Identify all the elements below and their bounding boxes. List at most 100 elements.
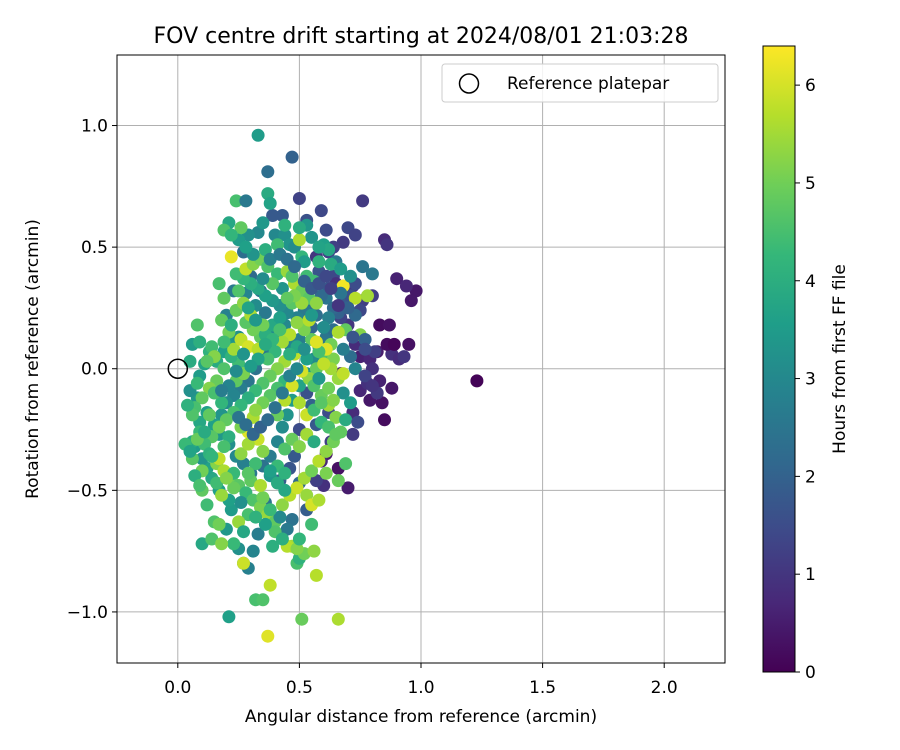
data-point xyxy=(312,493,326,507)
data-point xyxy=(312,255,326,269)
data-point xyxy=(261,352,275,366)
data-point xyxy=(307,544,321,558)
data-point xyxy=(249,510,263,524)
data-point xyxy=(210,476,224,490)
data-point xyxy=(317,357,331,371)
data-point xyxy=(251,226,265,239)
data-point xyxy=(249,313,263,327)
data-point xyxy=(285,150,299,164)
data-point xyxy=(348,291,362,305)
data-point xyxy=(380,238,394,252)
data-point xyxy=(382,318,396,332)
data-point xyxy=(258,243,272,257)
data-point xyxy=(409,284,423,298)
data-point xyxy=(237,556,250,570)
data-point xyxy=(224,228,238,242)
data-point xyxy=(309,474,323,488)
data-point xyxy=(227,481,241,495)
y-tick-label: −0.5 xyxy=(67,481,108,501)
data-point xyxy=(285,379,299,393)
data-point xyxy=(188,469,202,483)
y-tick-label: 0.5 xyxy=(81,238,108,258)
colorbar-tick-label: 2 xyxy=(805,467,816,487)
colorbar-tick-label: 1 xyxy=(805,565,816,585)
data-point xyxy=(280,522,294,536)
data-point xyxy=(278,466,292,480)
data-point xyxy=(219,471,233,485)
data-point xyxy=(329,410,343,424)
data-point xyxy=(251,128,265,142)
data-point xyxy=(278,228,292,242)
y-tick-label: −1.0 xyxy=(67,603,108,623)
data-point xyxy=(217,362,231,376)
data-point xyxy=(217,291,231,305)
data-point xyxy=(288,449,301,463)
data-point xyxy=(273,510,287,524)
data-point xyxy=(358,369,372,383)
data-point xyxy=(268,228,282,242)
data-point xyxy=(324,257,338,271)
data-point xyxy=(346,427,360,441)
colorbar-tick-label: 4 xyxy=(805,272,816,292)
data-point xyxy=(232,515,246,529)
legend: Reference platepar xyxy=(441,63,719,103)
data-point xyxy=(205,532,219,546)
data-point xyxy=(261,413,275,427)
data-point xyxy=(351,415,365,429)
data-point xyxy=(297,255,311,269)
data-point xyxy=(198,425,212,439)
data-point xyxy=(334,286,348,300)
data-point xyxy=(263,503,277,517)
data-point xyxy=(205,340,219,354)
data-point xyxy=(256,593,270,607)
colorbar-tick-label: 3 xyxy=(805,370,816,390)
data-point xyxy=(334,262,348,276)
data-point xyxy=(275,335,289,349)
data-point xyxy=(290,362,304,376)
data-point xyxy=(387,337,401,351)
legend-entry-reference-platepar: Reference platepar xyxy=(507,74,669,94)
data-point xyxy=(215,384,229,398)
data-point xyxy=(292,192,306,205)
data-point xyxy=(314,204,328,218)
data-point xyxy=(234,447,248,461)
x-tick-label: 2.0 xyxy=(651,678,678,698)
data-point xyxy=(365,267,379,281)
data-point xyxy=(200,354,214,368)
data-point xyxy=(404,294,418,308)
data-point xyxy=(300,352,314,366)
data-point xyxy=(378,413,391,427)
scatter-points xyxy=(178,128,484,643)
data-point xyxy=(280,291,294,305)
data-point xyxy=(222,610,236,624)
data-point xyxy=(249,457,263,471)
data-point xyxy=(237,347,250,361)
data-point xyxy=(254,479,267,492)
data-point xyxy=(251,527,265,541)
data-point xyxy=(215,537,229,551)
reference-platepar-point xyxy=(167,358,189,379)
data-point xyxy=(297,342,311,356)
data-point xyxy=(232,284,246,298)
data-point xyxy=(358,333,372,346)
data-point xyxy=(319,466,333,480)
data-point xyxy=(227,342,241,356)
data-point xyxy=(295,612,309,626)
data-point xyxy=(314,396,328,410)
data-point xyxy=(329,427,343,441)
colorbar-tick-label: 5 xyxy=(805,174,816,194)
data-point xyxy=(212,517,226,531)
data-point xyxy=(280,408,294,422)
data-point xyxy=(470,374,484,388)
data-point xyxy=(227,537,241,551)
colorbar-tick-label: 0 xyxy=(805,663,816,683)
data-point xyxy=(261,165,275,179)
data-point xyxy=(346,330,360,344)
data-point xyxy=(319,444,333,458)
data-point xyxy=(365,379,379,393)
data-point xyxy=(244,359,258,373)
data-point xyxy=(241,466,255,480)
colorbar-ticks: 0 1 2 3 4 5 6 xyxy=(795,76,816,683)
data-point xyxy=(224,250,238,264)
